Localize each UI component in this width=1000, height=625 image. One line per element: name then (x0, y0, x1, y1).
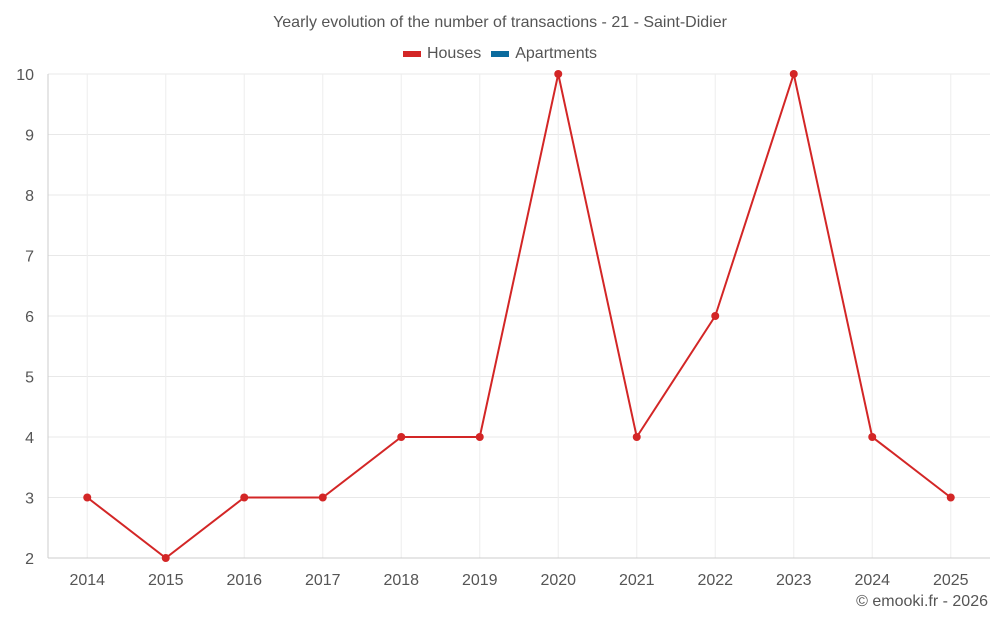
data-point-houses (475, 433, 484, 441)
x-tick-label: 2021 (619, 572, 655, 589)
data-point-houses (318, 493, 327, 502)
legend-item-apartments[interactable]: Apartments (491, 45, 597, 63)
chart-legend: Houses Apartments (0, 45, 1000, 63)
x-tick-label: 2019 (462, 572, 498, 589)
data-point-houses (946, 493, 955, 502)
y-tick-label: 5 (25, 370, 34, 387)
data-point-houses (240, 493, 249, 502)
data-point-houses (554, 70, 563, 78)
legend-item-houses[interactable]: Houses (402, 45, 482, 63)
y-tick-label: 4 (25, 430, 34, 447)
x-tick-label: 2016 (226, 572, 262, 589)
data-point-houses (161, 554, 170, 562)
data-point-houses (83, 493, 92, 502)
x-tick-label: 2014 (69, 572, 105, 589)
y-tick-label: 8 (25, 188, 34, 205)
x-tick-label: 2023 (776, 572, 812, 589)
data-point-houses (397, 433, 406, 441)
y-tick-label: 10 (16, 67, 34, 84)
x-tick-label: 2017 (305, 572, 341, 589)
x-tick-label: 2018 (383, 572, 419, 589)
y-tick-label: 2 (25, 551, 34, 568)
legend-swatch-houses (402, 51, 421, 57)
y-tick-label: 6 (25, 309, 34, 326)
data-point-houses (632, 433, 641, 441)
legend-label-houses: Houses (426, 45, 482, 62)
data-point-houses (868, 433, 877, 441)
y-tick-label: 3 (25, 491, 34, 508)
data-point-houses (711, 312, 720, 320)
x-tick-label: 2025 (933, 572, 969, 589)
data-point-houses (789, 70, 798, 78)
x-tick-label: 2020 (540, 572, 576, 589)
y-tick-label: 7 (25, 249, 34, 266)
x-tick-label: 2024 (854, 572, 890, 589)
x-tick-label: 2022 (697, 572, 733, 589)
x-tick-label: 2015 (148, 572, 184, 589)
chart-title: Yearly evolution of the number of transa… (273, 14, 727, 31)
legend-swatch-apartments (491, 51, 510, 57)
series-line-houses (86, 70, 952, 560)
y-tick-label: 9 (25, 128, 34, 145)
credit-text: © emooki.fr - 2026 (856, 593, 988, 610)
legend-label-apartments: Apartments (515, 45, 598, 62)
